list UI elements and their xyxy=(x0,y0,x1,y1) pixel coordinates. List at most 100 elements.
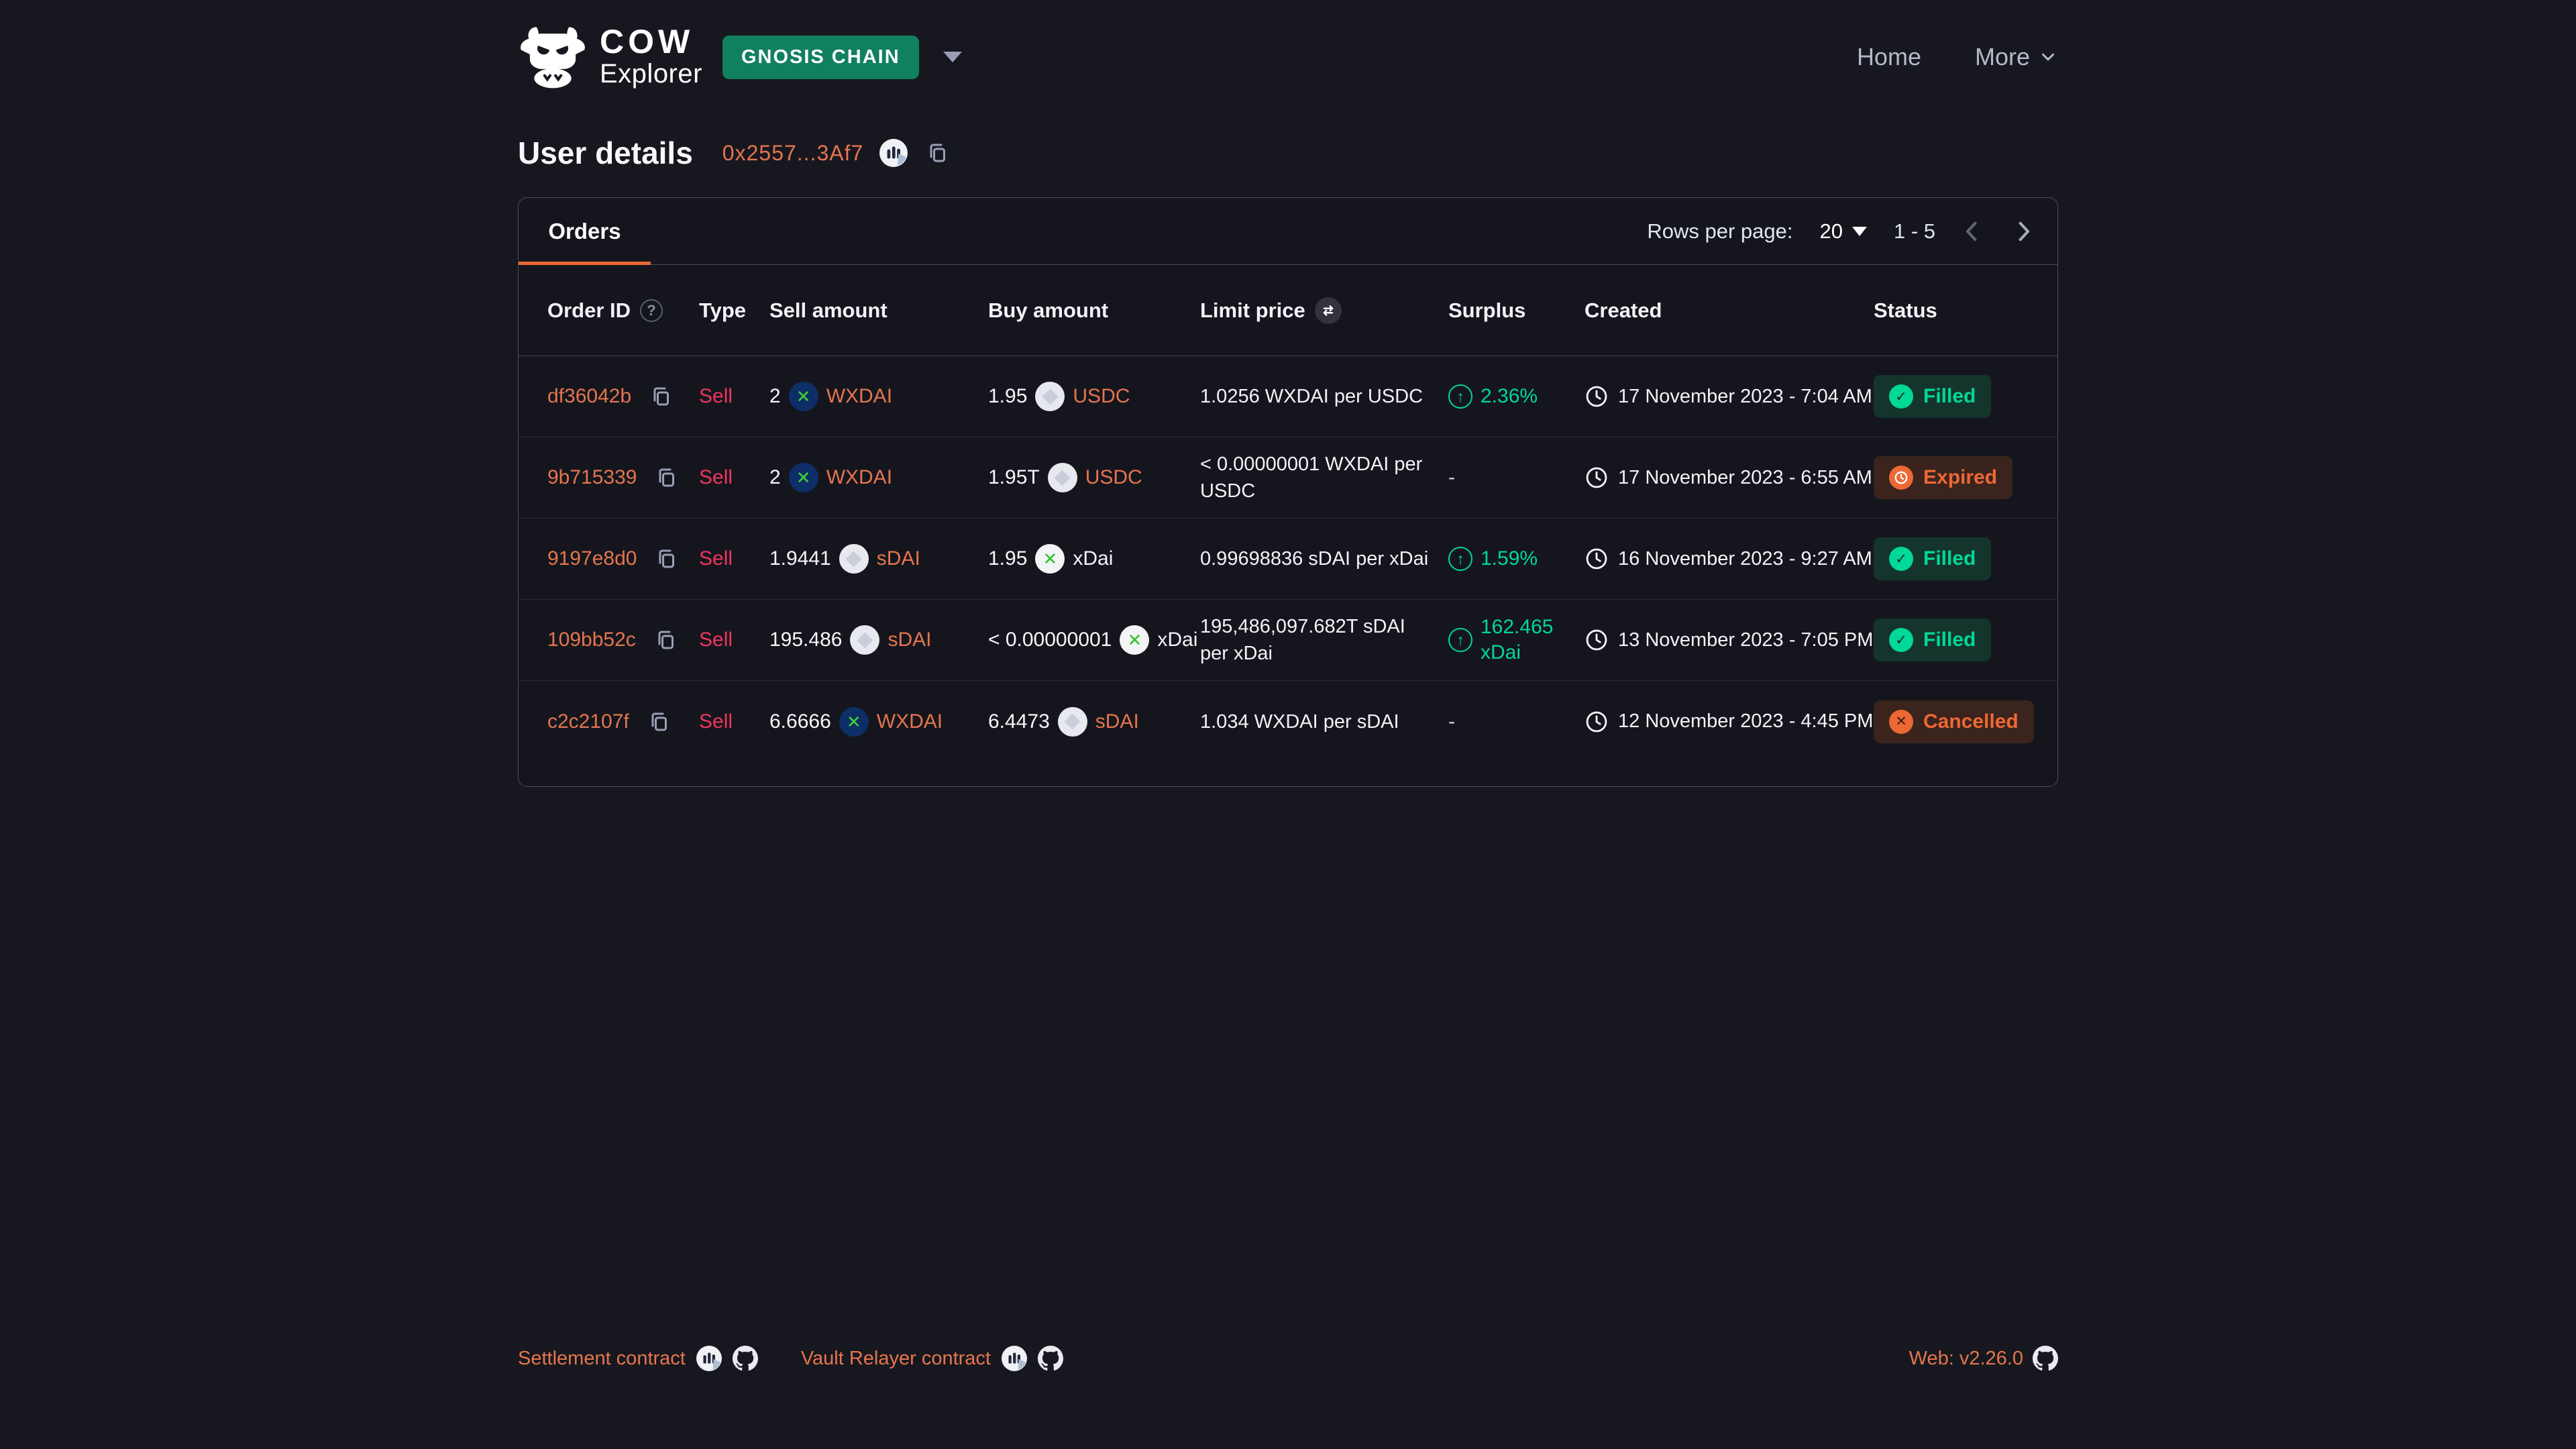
created-value: 16 November 2023 - 9:27 AM xyxy=(1618,547,1872,570)
network-selector-label: GNOSIS CHAIN xyxy=(741,46,900,68)
surplus-cell: - xyxy=(1448,710,1585,733)
copy-order-id-button[interactable] xyxy=(653,628,678,652)
status-icon: ✓ xyxy=(1889,547,1913,571)
help-icon[interactable]: ? xyxy=(640,299,663,322)
title-row: User details 0x2557...3Af7 xyxy=(518,133,2058,173)
order-id-link[interactable]: 109bb52c xyxy=(547,629,636,651)
column-status: Status xyxy=(1874,298,1937,322)
buy-token-link[interactable]: sDAI xyxy=(1095,710,1139,733)
nav-more[interactable]: More xyxy=(1975,43,2058,71)
order-id-cell: df36042b xyxy=(547,384,699,409)
copy-icon xyxy=(658,631,674,649)
order-id-link[interactable]: df36042b xyxy=(547,385,632,407)
rows-per-page-value: 20 xyxy=(1819,219,1843,243)
generic-token-icon xyxy=(1057,706,1087,737)
block-explorer-icon[interactable] xyxy=(696,1346,722,1371)
xdai-token-icon: ✕ xyxy=(1035,544,1065,574)
wxdai-token-icon: ✕ xyxy=(788,382,818,411)
clock-icon xyxy=(1586,467,1607,488)
nav-more-label: More xyxy=(1974,43,2030,70)
copy-order-id-button[interactable] xyxy=(654,547,678,571)
surplus-up-icon: ↑ xyxy=(1448,384,1472,409)
table-header: Order ID ? Type Sell amount Buy amount L… xyxy=(519,265,2057,356)
order-type: Sell xyxy=(699,629,733,651)
generic-token-icon xyxy=(1047,463,1077,492)
generic-token-icon xyxy=(1035,382,1065,411)
github-icon[interactable] xyxy=(2033,1346,2058,1371)
order-type: Sell xyxy=(699,466,733,488)
surplus-cell: ↑ 1.59% xyxy=(1448,546,1585,572)
footer-contract-links: Settlement contract Vault Relayer contra… xyxy=(518,1346,1063,1371)
buy-amount-value: 6.4473 xyxy=(988,710,1050,733)
sell-amount-cell: 195.486 sDAI xyxy=(769,625,988,655)
order-row: 9197e8d0 Sell 1.9441 sDAI 1.95 ✕ xDai 0.… xyxy=(519,519,2057,600)
tab-orders[interactable]: Orders xyxy=(519,198,651,265)
order-id-cell: 109bb52c xyxy=(547,628,699,652)
settlement-contract-link[interactable]: Settlement contract xyxy=(518,1347,686,1369)
limit-price-cell: 0.99698836 sDAI per xDai xyxy=(1200,545,1448,572)
buy-amount-cell: 1.95 USDC xyxy=(988,382,1200,411)
footer-version-group: Web: v2.26.0 xyxy=(1909,1346,2058,1371)
nav-home[interactable]: Home xyxy=(1857,43,1921,71)
pagination-range: 1 - 5 xyxy=(1893,219,1935,243)
block-explorer-icon[interactable] xyxy=(1002,1346,1027,1371)
github-icon[interactable] xyxy=(732,1346,758,1371)
copy-order-id-button[interactable] xyxy=(654,466,678,490)
copy-order-id-button[interactable] xyxy=(649,384,673,409)
copy-icon xyxy=(659,549,675,568)
column-limit-price-label: Limit price xyxy=(1200,298,1305,322)
order-type-cell: Sell xyxy=(699,547,769,570)
column-order-id: Order ID ? xyxy=(547,299,699,323)
status-cell: Expired xyxy=(1874,456,2040,499)
network-selector[interactable]: GNOSIS CHAIN xyxy=(722,35,919,79)
limit-price-cell: 1.034 WXDAI per sDAI xyxy=(1200,708,1448,735)
order-id-link[interactable]: 9b715339 xyxy=(547,466,637,488)
copy-order-id-button[interactable] xyxy=(647,710,671,734)
generic-token-icon xyxy=(850,625,880,655)
column-surplus: Surplus xyxy=(1448,298,1526,322)
next-page-button[interactable] xyxy=(2009,217,2037,246)
vault-relayer-contract-link[interactable]: Vault Relayer contract xyxy=(800,1347,991,1369)
wxdai-token-icon: ✕ xyxy=(788,463,818,492)
buy-amount-cell: 1.95 ✕ xDai xyxy=(988,544,1200,574)
limit-price-cell: < 0.00000001 WXDAI per USDC xyxy=(1200,451,1448,504)
status-icon xyxy=(1889,466,1913,490)
github-icon[interactable] xyxy=(1038,1346,1063,1371)
status-icon: ✓ xyxy=(1889,628,1913,652)
column-type: Type xyxy=(699,298,747,322)
rows-per-page-select[interactable]: 20 xyxy=(1815,219,1870,244)
sell-token-link[interactable]: WXDAI xyxy=(876,710,943,733)
status-icon: ✕ xyxy=(1889,709,1913,734)
buy-token-link[interactable]: USDC xyxy=(1085,466,1142,488)
previous-page-button[interactable] xyxy=(1958,217,1986,246)
sell-token-link[interactable]: sDAI xyxy=(876,547,920,570)
cow-explorer-logo[interactable]: COW Explorer xyxy=(518,25,702,89)
sell-token-link[interactable]: WXDAI xyxy=(826,466,893,488)
buy-amount-cell: 1.95T USDC xyxy=(988,463,1200,492)
cow-head-icon xyxy=(521,27,585,89)
network-caret-icon[interactable] xyxy=(943,52,962,62)
column-created: Created xyxy=(1585,298,1662,322)
order-id-link[interactable]: c2c2107f xyxy=(547,710,629,733)
swap-price-direction-icon[interactable] xyxy=(1314,297,1342,324)
copy-address-button[interactable] xyxy=(925,141,949,165)
sell-token-link[interactable]: WXDAI xyxy=(826,385,893,407)
sell-amount-value: 195.486 xyxy=(769,629,843,651)
buy-amount-value: 1.95 xyxy=(988,547,1028,570)
status-badge: ✓ Filled xyxy=(1874,619,1992,661)
buy-amount-value: 1.95 xyxy=(988,385,1028,407)
order-id-link[interactable]: 9197e8d0 xyxy=(547,547,637,570)
limit-price-value: < 0.00000001 WXDAI per USDC xyxy=(1200,453,1423,502)
order-type-cell: Sell xyxy=(699,385,769,408)
sell-token-link[interactable]: sDAI xyxy=(888,629,932,651)
created-cell: 17 November 2023 - 6:55 AM xyxy=(1585,466,1874,490)
block-explorer-icon[interactable] xyxy=(879,139,908,167)
limit-price-value: 1.0256 WXDAI per USDC xyxy=(1200,386,1424,407)
brand-title: COW xyxy=(600,23,694,60)
chevron-left-icon xyxy=(1966,221,1977,241)
buy-token-link[interactable]: USDC xyxy=(1073,385,1130,407)
nav-home-label: Home xyxy=(1856,43,1921,70)
web-version-link[interactable]: Web: v2.26.0 xyxy=(1909,1347,2023,1369)
user-address-link[interactable]: 0x2557...3Af7 xyxy=(722,140,864,165)
chevron-down-icon xyxy=(2042,53,2054,61)
